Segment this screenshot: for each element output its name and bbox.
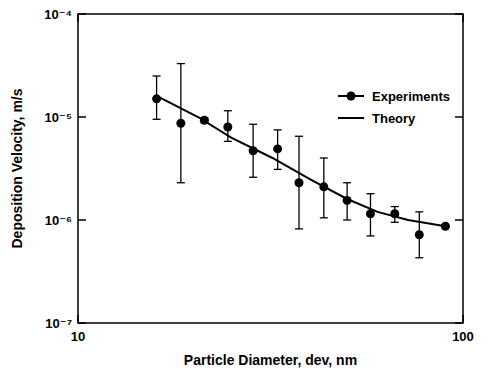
error-cap-high [391, 206, 399, 207]
legend-line [338, 117, 364, 119]
chart-container: 10 100 10⁻⁷ 10⁻⁶ 10⁻⁵ 10⁻⁴ Particle Diameter, … [0, 0, 500, 382]
error-cap-high [274, 129, 282, 130]
error-cap-high [153, 75, 161, 76]
plot-frame [78, 14, 463, 323]
error-cap-low [295, 228, 303, 229]
y-tick-right [455, 322, 463, 324]
error-cap-low [415, 257, 423, 258]
y-tick-label: 10⁻⁷ [45, 316, 72, 331]
error-cap-low [320, 217, 328, 218]
y-tick-right [455, 13, 463, 15]
data-point [273, 144, 282, 153]
y-tick-right [455, 116, 463, 118]
y-tick-label: 10⁻⁵ [45, 110, 72, 125]
error-cap-low [249, 177, 257, 178]
x-tick-label: 100 [452, 329, 474, 344]
y-tick-label: 10⁻⁶ [45, 213, 72, 228]
y-tick [78, 219, 86, 221]
x-tick-top [77, 14, 79, 22]
error-cap-low [177, 182, 185, 183]
error-cap-low [274, 169, 282, 170]
legend-label: Experiments [372, 89, 450, 104]
y-axis-label: Deposition Velocity, m/s [9, 88, 25, 248]
error-cap-high [177, 63, 185, 64]
legend-marker [347, 92, 356, 101]
x-axis-label: Particle Diameter, dev, nm [184, 352, 357, 368]
data-point [295, 178, 304, 187]
error-cap-low [366, 235, 374, 236]
plot-area [152, 64, 450, 258]
error-cap-high [224, 110, 232, 111]
data-point [223, 122, 232, 131]
theory-line [157, 96, 446, 226]
data-point [152, 94, 161, 103]
x-tick [462, 315, 464, 323]
y-tick-label: 10⁻⁴ [44, 7, 72, 22]
error-cap-high [295, 136, 303, 137]
y-tick [78, 322, 86, 324]
error-cap-high [366, 193, 374, 194]
y-tick [78, 13, 86, 15]
x-tick-top [462, 14, 464, 22]
x-tick-label: 10 [71, 329, 85, 344]
error-cap-high [415, 211, 423, 212]
x-tick [77, 315, 79, 323]
y-tick-right [455, 219, 463, 221]
chart-svg: 10 100 10⁻⁷ 10⁻⁶ 10⁻⁵ 10⁻⁴ Particle Diameter, … [0, 0, 500, 382]
error-cap-high [320, 157, 328, 158]
data-point [176, 119, 185, 128]
error-cap-high [249, 124, 257, 125]
error-cap-low [224, 141, 232, 142]
legend-label: Theory [372, 111, 416, 126]
error-cap-low [391, 222, 399, 223]
y-tick [78, 116, 86, 118]
error-cap-low [343, 219, 351, 220]
legend: Experiments Theory [338, 89, 450, 126]
error-cap-low [153, 119, 161, 120]
error-cap-high [343, 182, 351, 183]
data-point [415, 230, 424, 239]
